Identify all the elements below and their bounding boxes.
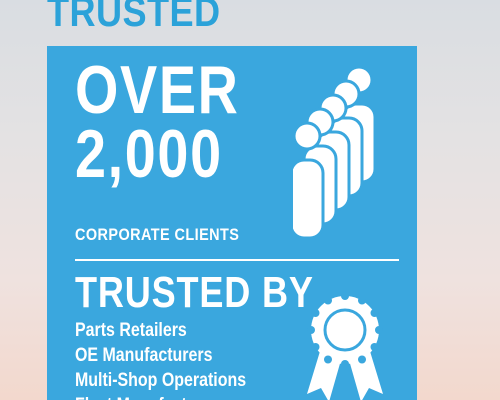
page-title: TRUSTED (47, 0, 221, 35)
list-item: Multi-Shop Operations (75, 370, 247, 391)
list-item: Fleet Manufacturers (75, 393, 246, 400)
stat-caption: CORPORATE CLIENTS (75, 225, 240, 244)
client-type-list: Parts Retailers OE Manufacturers Multi-S… (75, 318, 246, 400)
people-group-icon (293, 65, 377, 240)
stat-line-2: 2,000 (75, 116, 223, 192)
list-item: OE Manufacturers (75, 345, 213, 366)
section-divider (75, 259, 399, 261)
list-item: Parts Retailers (75, 320, 187, 341)
info-panel: OVER 2,000 CO (47, 46, 417, 400)
client-count-stat: OVER 2,000 (75, 52, 276, 192)
stat-line-1: OVER (75, 52, 240, 128)
award-ribbon-icon (307, 292, 383, 400)
trusted-by-heading: TRUSTED BY (75, 268, 314, 317)
